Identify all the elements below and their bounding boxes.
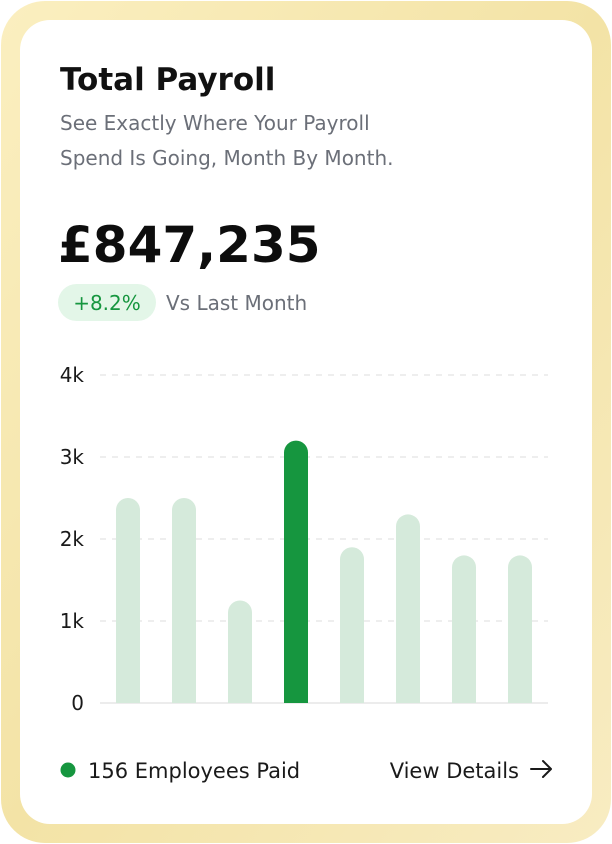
y-tick-label: 0 [71, 691, 84, 715]
subtitle: See Exactly Where Your Payroll [60, 111, 370, 135]
status-dot [60, 762, 76, 778]
y-tick-label: 2k [60, 527, 85, 551]
view-details-link[interactable]: View Details [390, 759, 552, 783]
bar-chart: 0 1k 2k 3k 4k [60, 363, 548, 715]
change-value: +8.2% [73, 291, 141, 315]
bar [116, 498, 140, 703]
bar [396, 514, 420, 703]
amount: £847,235 [58, 216, 321, 274]
y-tick-label: 3k [60, 445, 85, 469]
bar [284, 440, 308, 703]
employees-paid: 156 Employees Paid [88, 759, 300, 783]
title: Total Payroll [60, 62, 275, 98]
y-tick-label: 1k [60, 609, 85, 633]
change-note: Vs Last Month [166, 291, 307, 315]
arrow-icon[interactable] [530, 760, 552, 778]
bar [172, 498, 196, 703]
bar [508, 555, 532, 703]
y-tick-label: 4k [60, 363, 85, 387]
bar [340, 547, 364, 703]
bar [228, 600, 252, 703]
bar [452, 555, 476, 703]
subtitle: Spend Is Going, Month By Month. [60, 146, 393, 170]
card-body [20, 20, 592, 824]
change-badge [58, 284, 156, 321]
view-details-text[interactable]: View Details [390, 759, 519, 783]
